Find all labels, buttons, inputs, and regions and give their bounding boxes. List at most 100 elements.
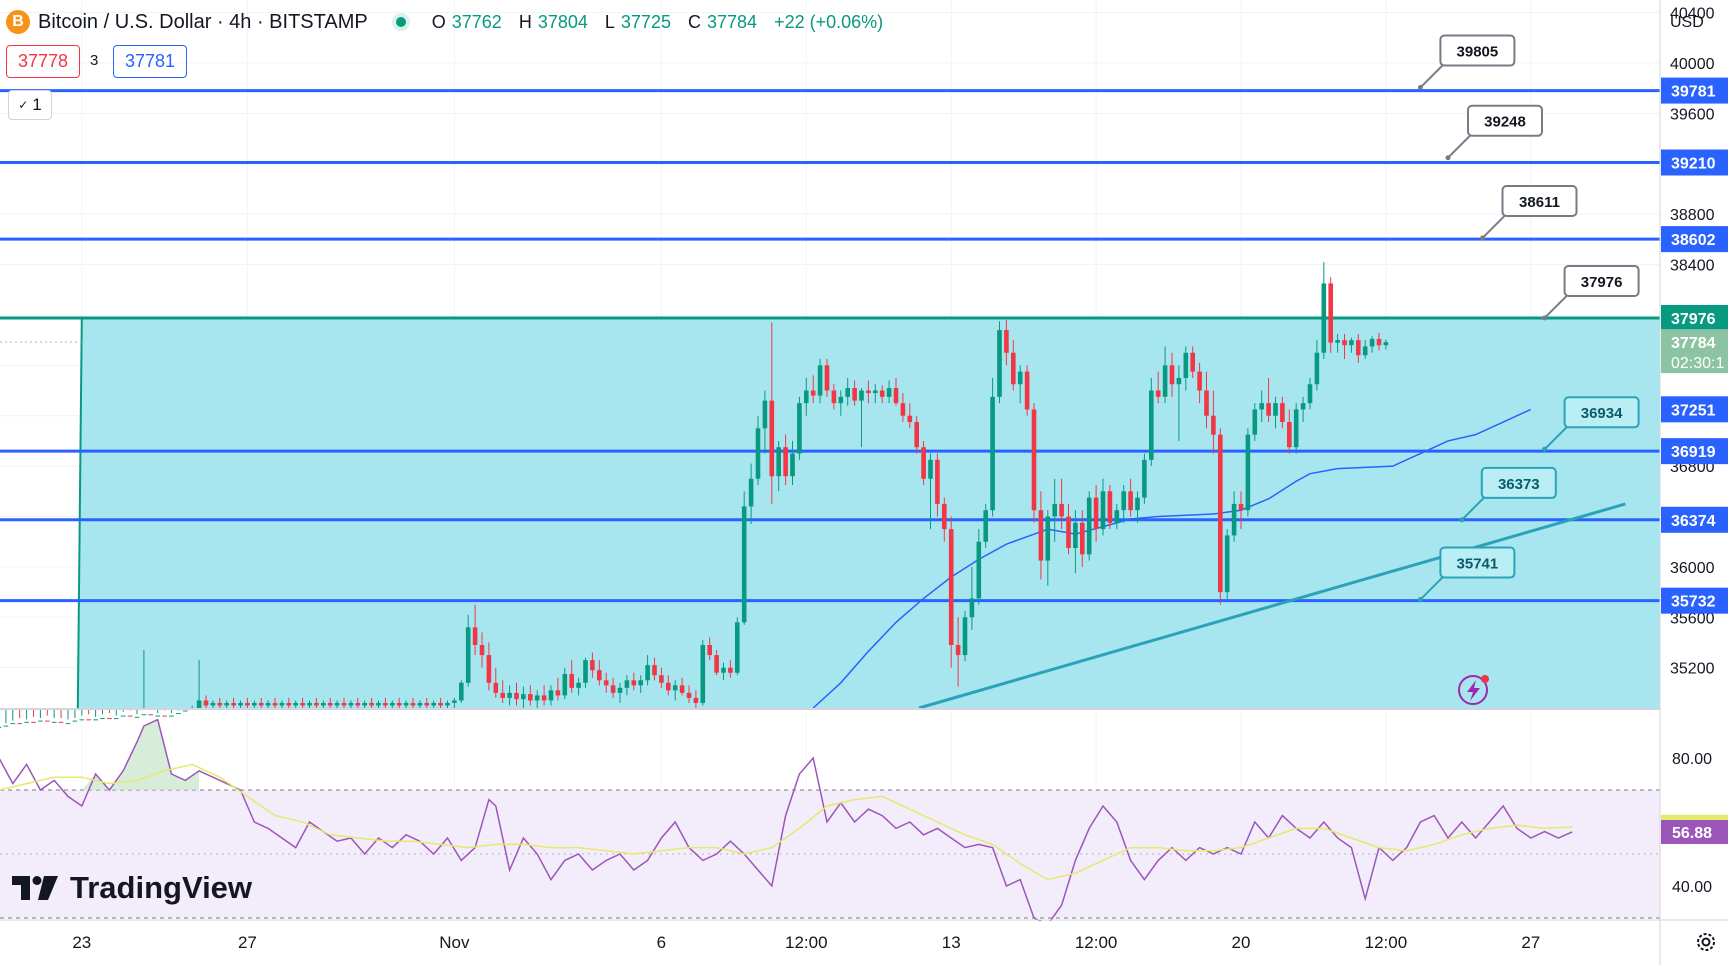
bitcoin-icon[interactable]: B bbox=[6, 10, 30, 34]
candle[interactable] bbox=[141, 650, 147, 716]
candle[interactable] bbox=[597, 660, 602, 686]
candle[interactable] bbox=[1155, 371, 1161, 404]
candle[interactable] bbox=[541, 685, 547, 706]
candle[interactable] bbox=[955, 617, 961, 687]
candle[interactable] bbox=[321, 700, 326, 708]
candle[interactable] bbox=[590, 652, 595, 678]
candle[interactable] bbox=[314, 697, 319, 708]
candle[interactable] bbox=[748, 463, 754, 525]
candle[interactable] bbox=[1218, 428, 1223, 605]
candle[interactable] bbox=[638, 675, 643, 693]
candle[interactable] bbox=[452, 697, 457, 708]
candle[interactable] bbox=[721, 662, 726, 681]
candle[interactable] bbox=[507, 685, 512, 706]
candle[interactable] bbox=[728, 660, 733, 678]
candle[interactable] bbox=[1093, 485, 1099, 542]
candle[interactable] bbox=[17, 708, 22, 725]
candle[interactable] bbox=[645, 655, 650, 686]
candle[interactable] bbox=[1017, 365, 1023, 404]
candle[interactable] bbox=[65, 708, 71, 725]
price-tag[interactable]: 37251 bbox=[1661, 396, 1728, 423]
candle[interactable] bbox=[258, 697, 264, 708]
candle[interactable] bbox=[672, 680, 678, 701]
candle[interactable] bbox=[1383, 339, 1389, 350]
price-callout[interactable]: 36373 bbox=[1459, 466, 1557, 523]
candle[interactable] bbox=[1231, 491, 1237, 542]
candle[interactable] bbox=[31, 708, 36, 723]
candle[interactable] bbox=[569, 660, 574, 693]
candle[interactable] bbox=[424, 697, 430, 708]
candle[interactable] bbox=[528, 685, 533, 706]
candle[interactable] bbox=[1176, 365, 1182, 441]
price-callout[interactable]: 36934 bbox=[1542, 396, 1640, 452]
candle[interactable] bbox=[1238, 491, 1244, 530]
candle[interactable] bbox=[707, 637, 712, 661]
candle[interactable] bbox=[693, 690, 699, 708]
price-tag[interactable]: 37784 02:30:1 bbox=[1661, 329, 1728, 374]
ascending-trendline[interactable] bbox=[918, 502, 1626, 710]
candle[interactable] bbox=[714, 650, 719, 676]
price-tag[interactable]: 37976 bbox=[1661, 304, 1728, 331]
price-tag[interactable]: 36919 bbox=[1661, 438, 1728, 465]
candle[interactable] bbox=[666, 675, 671, 696]
candle[interactable] bbox=[196, 660, 202, 708]
candle[interactable] bbox=[72, 708, 78, 722]
candle[interactable] bbox=[624, 675, 630, 696]
price-axis[interactable]: USD3520035600360003640036800372003760038… bbox=[1661, 0, 1728, 920]
candle[interactable] bbox=[472, 604, 478, 656]
candle[interactable] bbox=[1052, 478, 1057, 542]
candle[interactable] bbox=[610, 677, 616, 698]
candle[interactable] bbox=[755, 415, 761, 486]
candle[interactable] bbox=[265, 700, 271, 708]
price-callout[interactable]: 39805 bbox=[1417, 34, 1516, 91]
candle[interactable] bbox=[969, 566, 975, 630]
candle[interactable] bbox=[10, 708, 16, 725]
candle[interactable] bbox=[1100, 478, 1106, 536]
candle[interactable] bbox=[334, 700, 340, 708]
candle[interactable] bbox=[390, 700, 395, 708]
candle[interactable] bbox=[1252, 403, 1258, 441]
candle[interactable] bbox=[210, 700, 216, 708]
candle[interactable] bbox=[1328, 277, 1333, 353]
candle[interactable] bbox=[245, 697, 250, 708]
candle[interactable] bbox=[307, 700, 312, 708]
indicators-toggle-button[interactable]: ✓ 1 bbox=[8, 90, 52, 120]
candle[interactable] bbox=[866, 380, 871, 404]
price-callout[interactable]: 35741 bbox=[1417, 546, 1516, 603]
price-tag[interactable]: 36374 bbox=[1661, 506, 1728, 533]
candle[interactable] bbox=[976, 529, 982, 605]
candle[interactable] bbox=[1266, 377, 1271, 423]
sell-button[interactable]: 37778 bbox=[6, 45, 80, 78]
candle[interactable] bbox=[859, 388, 864, 448]
candle[interactable] bbox=[279, 700, 285, 708]
price-tag[interactable]: 35732 bbox=[1661, 587, 1728, 614]
candle[interactable] bbox=[327, 697, 333, 708]
candle[interactable] bbox=[438, 697, 443, 708]
candle[interactable] bbox=[1376, 332, 1382, 351]
candle[interactable] bbox=[1369, 336, 1375, 353]
candle[interactable] bbox=[224, 700, 229, 708]
candle[interactable] bbox=[893, 377, 899, 406]
candle[interactable] bbox=[534, 690, 540, 708]
candle[interactable] bbox=[914, 415, 919, 454]
candle[interactable] bbox=[983, 503, 988, 549]
candle[interactable] bbox=[1356, 333, 1361, 363]
candle[interactable] bbox=[659, 667, 664, 688]
candle[interactable] bbox=[1300, 396, 1306, 423]
candle[interactable] bbox=[417, 700, 423, 708]
candle[interactable] bbox=[562, 667, 568, 700]
price-callout[interactable]: 39248 bbox=[1445, 104, 1543, 161]
candle[interactable] bbox=[886, 380, 892, 404]
candle[interactable] bbox=[24, 708, 29, 723]
candle[interactable] bbox=[51, 708, 57, 723]
candle[interactable] bbox=[962, 610, 968, 662]
candle[interactable] bbox=[1149, 377, 1154, 467]
candle[interactable] bbox=[1335, 333, 1340, 353]
candle[interactable] bbox=[1128, 478, 1133, 517]
candle[interactable] bbox=[921, 440, 926, 486]
candle[interactable] bbox=[1038, 491, 1044, 580]
candle[interactable] bbox=[1307, 377, 1313, 410]
candle[interactable] bbox=[824, 359, 830, 397]
candle[interactable] bbox=[514, 682, 519, 706]
candle[interactable] bbox=[300, 697, 305, 708]
